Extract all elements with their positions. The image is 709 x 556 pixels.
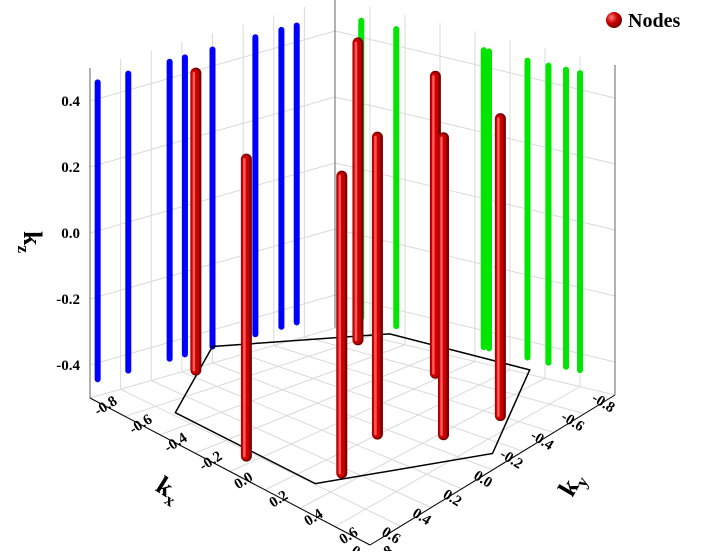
- legend: Nodes: [606, 10, 680, 32]
- x-tick-label: 0.4: [409, 505, 434, 529]
- y-tick-label: 0.2: [267, 488, 291, 512]
- grid-line: [264, 369, 511, 491]
- z-tick-label: -0.4: [56, 358, 80, 374]
- box-edge: [369, 394, 616, 546]
- x-tick-label: 0.0: [470, 468, 494, 492]
- grid-line: [120, 388, 401, 527]
- legend-label-nodes: Nodes: [628, 10, 680, 32]
- z-tick-label: 0.4: [61, 94, 80, 110]
- y-tick-label: -0.6: [127, 411, 156, 437]
- brillouin-zone-outline: [174, 333, 531, 485]
- y-tick-label: 0.4: [302, 506, 327, 530]
- x-tick-label: 0.6: [379, 524, 404, 548]
- y-axis-label: ky: [552, 466, 592, 503]
- grid-line: [334, 386, 581, 528]
- legend-marker-nodes: [606, 12, 622, 28]
- grid-line: [151, 380, 432, 508]
- z-tick-label: 0.0: [61, 226, 80, 242]
- nodal-lines: [190, 37, 506, 479]
- z-tick-label: -0.2: [56, 292, 80, 308]
- box-edge: [89, 397, 371, 546]
- grid-line: [229, 361, 476, 472]
- z-tick-label: 0.2: [61, 160, 80, 176]
- x-axis-label: kx: [149, 470, 186, 510]
- z-axis-label: kz: [14, 231, 47, 253]
- brillouin-zone: [174, 333, 531, 485]
- y-tick-label: 0.0: [232, 469, 256, 493]
- y-tick-label: -0.8: [92, 393, 121, 419]
- grid-line: [181, 371, 463, 490]
- y-tick-label: -0.4: [162, 430, 191, 456]
- y-tick-label: -0.2: [197, 448, 226, 474]
- x-tick-label: 0.2: [440, 487, 464, 511]
